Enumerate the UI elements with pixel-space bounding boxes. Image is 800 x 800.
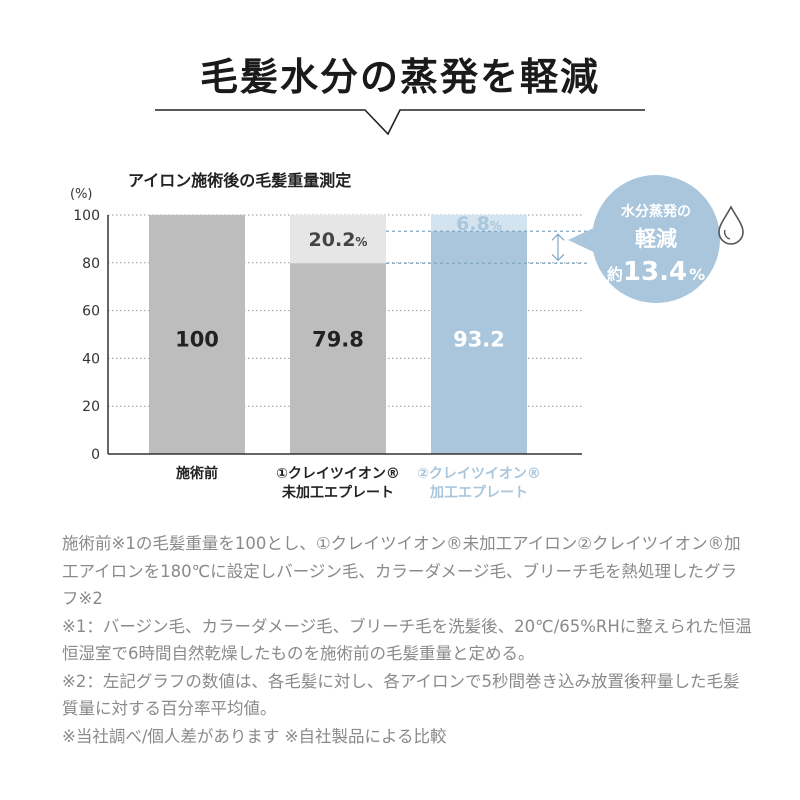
y-tick-label: 80 [82, 256, 100, 272]
bar-loss-unit: % [355, 235, 367, 249]
footnote-main: 施術前※1の毛髪重量を100とし、①クレイツイオン®未加工アイロン②クレイツイオ… [62, 534, 741, 608]
callout-prefix: 約 [607, 265, 623, 284]
water-drop-icon [718, 205, 744, 245]
headline: 毛髪水分の蒸発を軽減 [199, 55, 600, 99]
bar [431, 231, 527, 454]
y-tick-label: 60 [82, 304, 100, 320]
callout-value-line: 約13.4% [607, 257, 705, 287]
bar [149, 215, 245, 454]
underline-speech-tail [155, 109, 645, 136]
bar-loss-unit: % [490, 219, 502, 233]
x-category-label-line2: 加工エプレート [429, 485, 528, 501]
difference-arrowhead-up [551, 233, 565, 241]
bar-loss-value: 6.8 [456, 213, 490, 235]
callout-line2: 軽減 [635, 227, 677, 251]
footnote-disclaimer: ※当社調べ/個人差があります ※自社製品による比較 [62, 726, 447, 746]
y-axis-unit: (%) [70, 187, 93, 202]
x-category-label: ②クレイツイオン® [417, 466, 541, 482]
water-drop-outline [718, 205, 744, 245]
x-category-label-line2: 未加工エプレート [282, 484, 394, 501]
bar-loss-value: 20.2 [309, 229, 356, 251]
bar-value-label: 79.8 [312, 327, 364, 351]
callout-value: 13.4 [623, 257, 687, 287]
bar-chart: アイロン施術後の毛髪重量測定 (%) 0 20 40 60 80 100 100 施術前 20… [70, 171, 744, 501]
footnote-2: ※2：左記グラフの数値は、各毛髪に対し、各アイロンで5秒間巻き込み放置後秤量した… [62, 671, 740, 719]
y-axis-ticks: 0 20 40 60 80 100 [73, 208, 100, 463]
difference-arrowhead-down [551, 253, 565, 262]
bar-loss-segment [290, 215, 386, 264]
headline-underline [155, 109, 645, 136]
callout-circle [592, 175, 720, 303]
callout-pointer [568, 226, 598, 254]
footnote-1: ※1：バージン毛、カラーダメージ毛、ブリーチ毛を洗髪後、20℃/65%RHに整え… [62, 616, 752, 664]
water-drop-shine [723, 229, 731, 240]
callout-line1: 水分蒸発の [621, 203, 691, 220]
callout-unit: % [689, 265, 705, 284]
x-category-label: 施術前 [176, 465, 218, 482]
bar-value-label: 93.2 [453, 327, 505, 351]
x-category-label: ①クレイツイオン® [276, 466, 400, 482]
bars: 100 施術前 20.2% 79.8 ①クレイツイオン® 未加工エプレート 6.8% 93.2… [149, 213, 541, 501]
chart-title: アイロン施術後の毛髪重量測定 [128, 171, 351, 190]
bar-loss-segment [431, 215, 527, 232]
y-tick-label: 20 [82, 399, 100, 415]
difference-bracket [386, 230, 590, 264]
y-tick-label: 40 [82, 351, 100, 367]
y-tick-label: 100 [73, 208, 100, 224]
bar-loss-label: 6.8% [456, 213, 502, 235]
callout-bubble: 水分蒸発の 軽減 約13.4% [568, 175, 720, 303]
bar [290, 263, 386, 454]
bar-loss-label: 20.2% [309, 229, 368, 251]
y-tick-label: 0 [91, 447, 100, 463]
bar-value-label: 100 [175, 327, 219, 351]
footnotes: 施術前※1の毛髪重量を100とし、①クレイツイオン®未加工アイロン②クレイツイオ… [62, 530, 752, 750]
